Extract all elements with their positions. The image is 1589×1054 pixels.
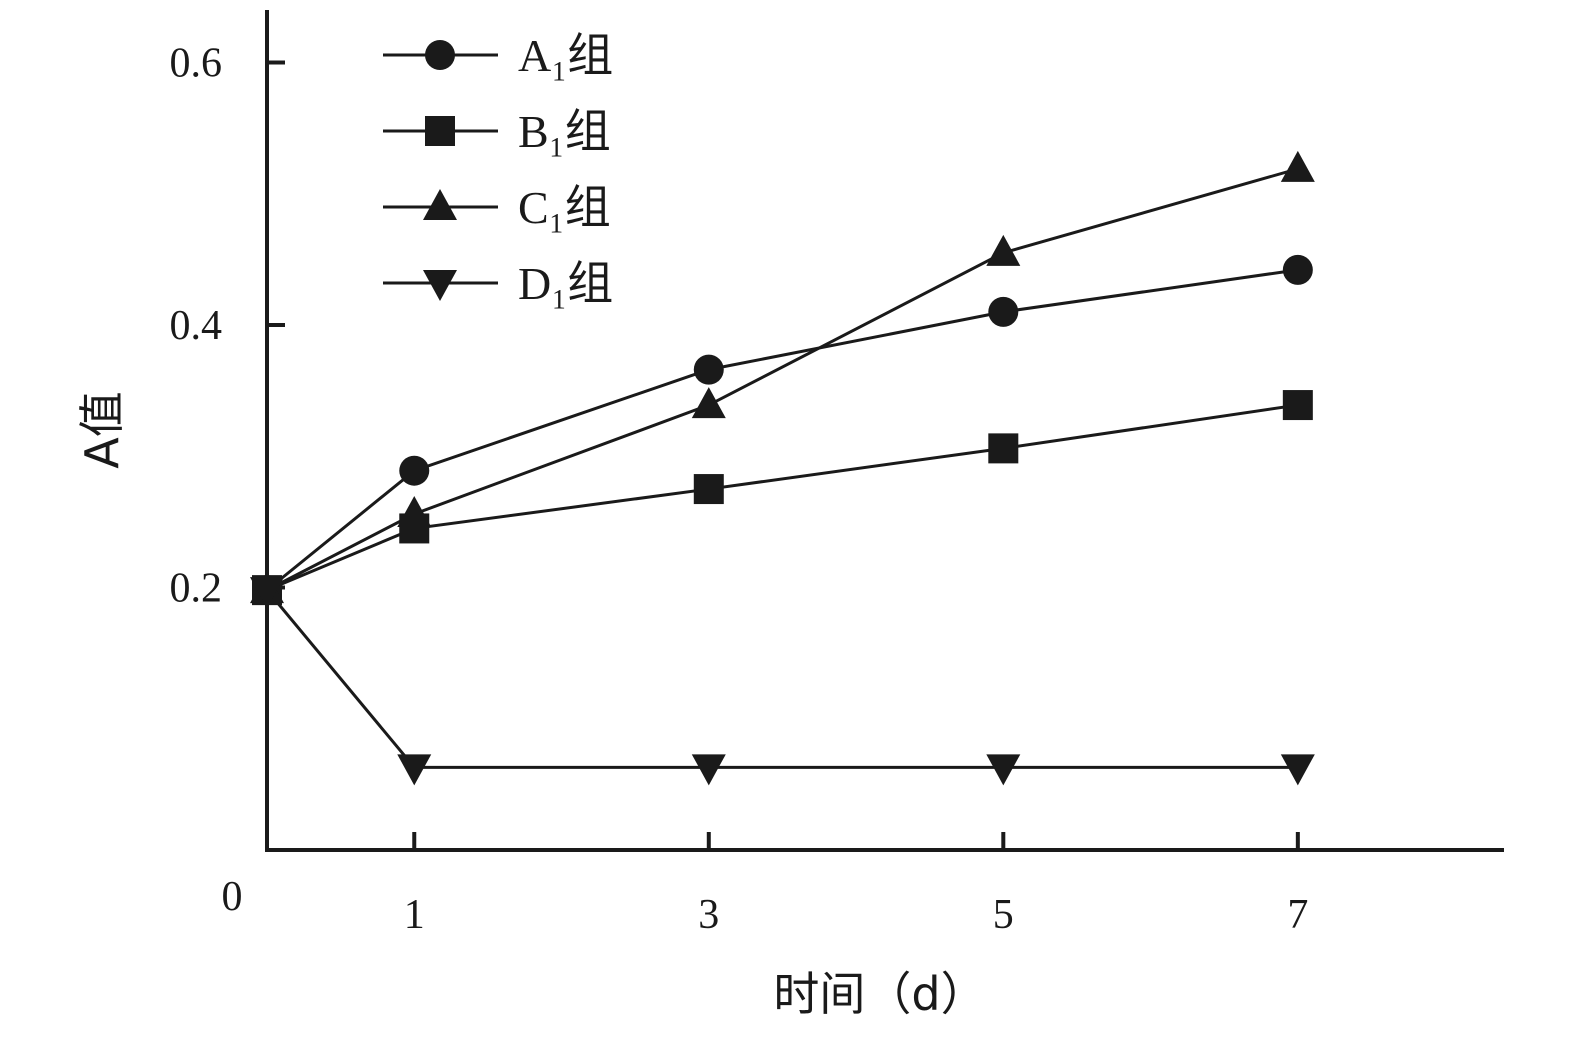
series-markers bbox=[250, 150, 1315, 786]
series-line-2 bbox=[266, 403, 1299, 592]
legend-label: C₁组 bbox=[518, 182, 611, 233]
legend-marker bbox=[423, 189, 457, 220]
series-1-point bbox=[1282, 254, 1313, 285]
series-3-point bbox=[397, 496, 432, 527]
ticks: 1 3 5 7 0.2 0.4 0.6 bbox=[170, 41, 1309, 939]
legend-marker bbox=[425, 116, 455, 146]
y-tick-label: 0.6 bbox=[170, 41, 223, 87]
series-1-point bbox=[693, 354, 724, 385]
y-tick-label: 0.2 bbox=[170, 566, 223, 612]
series-1-point bbox=[988, 296, 1019, 327]
series-line-4 bbox=[265, 589, 1298, 769]
series-3-point bbox=[1280, 150, 1315, 182]
x-axis-label: 时间（d） bbox=[773, 967, 986, 1021]
legend-marker bbox=[425, 40, 455, 70]
legend-label: D₁组 bbox=[518, 258, 613, 309]
series-4-point bbox=[986, 754, 1021, 786]
series-4-point bbox=[1280, 754, 1315, 786]
legend-marker bbox=[423, 270, 457, 301]
series-3-point bbox=[986, 234, 1021, 266]
series-4-point bbox=[397, 754, 432, 786]
legend-label: A₁组 bbox=[518, 30, 613, 81]
series-2-point bbox=[1282, 390, 1313, 421]
series-2-point bbox=[988, 433, 1019, 464]
x-tick-label: 1 bbox=[404, 892, 425, 938]
origin-label: 0 bbox=[222, 874, 243, 920]
x-tick-label: 3 bbox=[698, 892, 719, 938]
x-tick-label: 5 bbox=[993, 892, 1014, 938]
x-tick-label: 7 bbox=[1287, 892, 1308, 938]
series-1-point bbox=[399, 455, 430, 486]
legend-label: B₁组 bbox=[518, 106, 611, 157]
legend: A₁组 B₁组 C₁组 D₁组 bbox=[383, 30, 613, 309]
series-4-point bbox=[691, 754, 726, 786]
y-axis-label: A值 bbox=[75, 391, 129, 468]
series-4-point bbox=[250, 577, 284, 609]
series-3-point bbox=[691, 387, 726, 419]
series-2-point bbox=[693, 474, 724, 505]
y-tick-label: 0.4 bbox=[170, 303, 223, 349]
